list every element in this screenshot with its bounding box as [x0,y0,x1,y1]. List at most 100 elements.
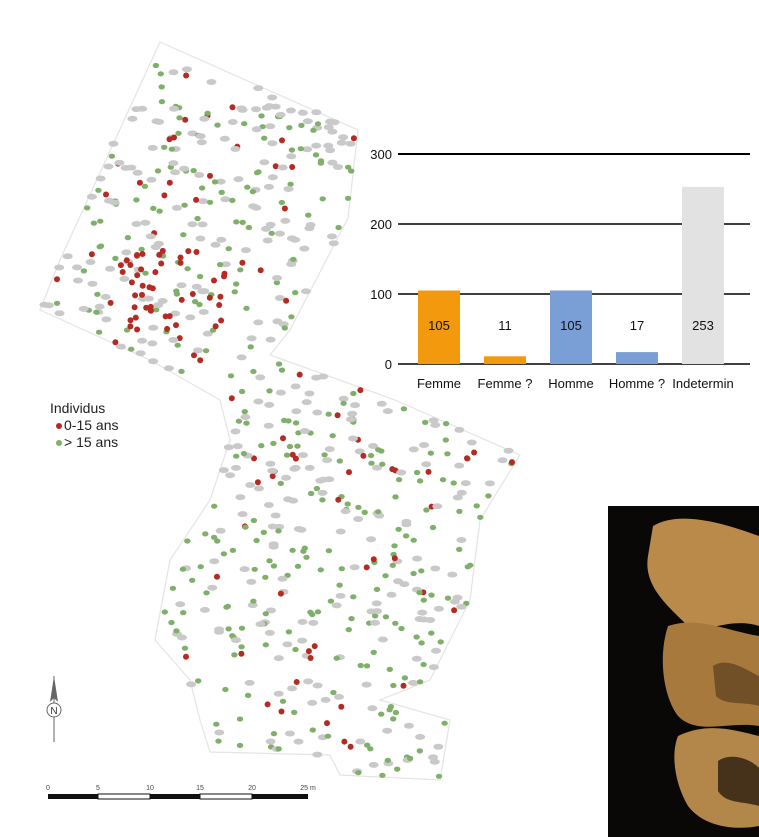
adult-dot [210,534,218,540]
adult-dot [314,609,322,615]
adult-dot [288,147,296,153]
adult-dot [173,628,180,634]
grave-outline [206,79,217,85]
adult-dot [294,563,302,569]
grave-outline [503,447,514,454]
grave-outline [114,159,125,166]
adult-dot [325,411,332,417]
adult-dot [84,205,91,211]
child-dot [451,607,458,614]
adult-dot [204,110,211,116]
grave-outline [323,142,334,149]
grave-outline [288,497,299,504]
adult-dot [273,280,281,286]
grave-outline [287,685,298,692]
grave-outline [452,494,463,501]
adult-dot [262,611,269,617]
adult-dot [238,388,246,395]
grave-outline [293,738,304,745]
adult-dot [286,443,294,450]
ytick-label-0: 0 [385,357,392,372]
grave-outline [121,249,132,256]
adult-dot [325,548,333,554]
grave-outline [286,261,297,268]
adult-dot [450,480,457,486]
adult-dot [194,215,201,222]
adult-dot [278,199,286,206]
child-dot [211,277,217,284]
adult-dot [439,477,447,483]
adult-dot [231,652,238,658]
adult-dot [195,678,202,684]
adult-dot [355,504,362,510]
grave-outline [264,401,275,408]
north-circle [46,702,62,718]
adult-dot [345,627,352,633]
grave-outline [244,679,255,686]
adult-dot [330,689,337,696]
child-dot [127,323,134,330]
adult-dot [288,314,295,320]
adult-dot [416,478,424,484]
grave-outline [119,275,130,282]
grave-outline [281,474,291,481]
grave-outline [135,350,146,357]
child-dot [400,682,407,689]
adult-dot [375,447,382,453]
grave-outline [272,318,283,325]
child-dot [357,387,364,394]
child-dot [164,325,171,332]
adult-dot [158,99,166,105]
adult-dot [260,529,267,536]
child-dot [324,720,330,727]
grave-outline [277,164,288,171]
adult-dot [158,84,165,90]
grave-outline [131,106,142,113]
bar-1 [484,356,526,364]
site-outline [39,41,521,781]
grave-outline [94,303,105,310]
grave-outline [320,696,331,703]
child-dot [370,556,377,563]
adult-dot [249,189,257,195]
adult-dot [168,619,175,626]
grave-outline [456,489,467,496]
grave-outline [460,480,471,487]
adult-dot [291,709,298,716]
grave-outline [259,159,270,166]
grave-outline [267,140,278,147]
grave-outline [419,442,429,448]
ytick-label-300: 300 [370,147,392,162]
adult-dot [367,452,375,459]
grave-outline [376,400,387,407]
adult-dot [420,597,427,603]
grave-outline [297,637,308,644]
adult-dot [178,368,185,374]
scale-seg-1 [48,794,98,799]
adult-dot [473,503,480,509]
grave-outline [270,512,281,519]
adult-dot [179,566,187,572]
adult-dot [229,633,236,639]
grave-outline [275,111,286,118]
grave-outline [428,417,439,424]
adult-dot [392,620,399,626]
adult-dot [189,577,196,583]
grave-outline [334,693,344,700]
adult-dot [197,564,204,570]
grave-outline [131,221,142,227]
adult-dot [277,480,284,486]
child-dot [278,708,285,715]
adult-dot [242,524,249,530]
grave-outline [214,729,225,736]
map-graves [39,62,515,779]
adult-dot [420,661,427,668]
grave-outline [186,681,197,688]
grave-outline [151,118,162,125]
adult-dot [255,169,262,175]
child-dot [183,653,189,660]
grave-outline [153,240,164,247]
grave-outline [169,105,179,112]
adult-dot [392,494,399,500]
child-dot [191,352,197,359]
